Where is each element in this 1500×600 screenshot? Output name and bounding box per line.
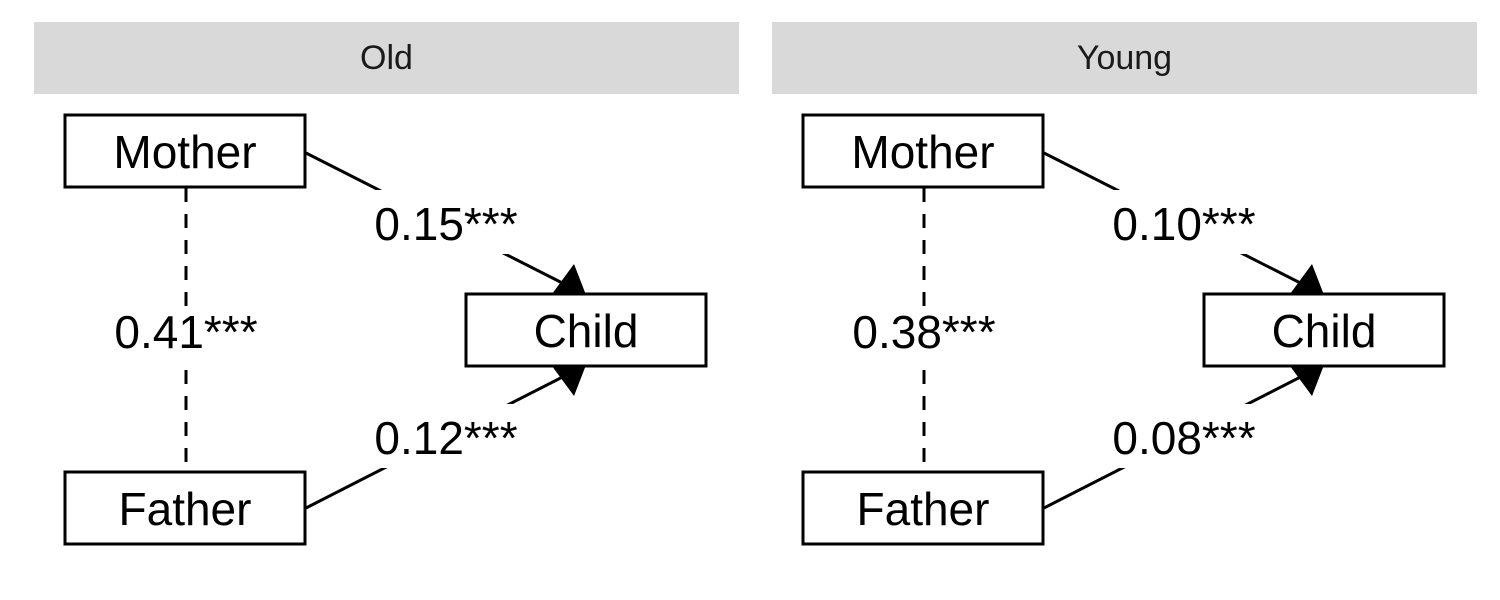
path-diagram-young: 0.38*** 0.10*** 0.08*** Mother Father Ch… <box>801 113 1446 546</box>
node-label-father: Father <box>119 483 252 535</box>
edge-label-father-child: 0.08*** <box>1112 412 1255 464</box>
node-child: Child <box>1202 292 1446 368</box>
arrowhead-father-child <box>1290 365 1324 396</box>
path-diagram-old: 0.41*** 0.15*** 0.12*** Mother Father Ch… <box>63 113 708 546</box>
facet-strip-label: Young <box>772 22 1477 94</box>
node-label-father: Father <box>857 483 990 535</box>
edge-label-bg <box>1107 190 1267 254</box>
edge-label-mother-father: 0.38*** <box>852 306 995 358</box>
facet-panel-old: Old 0.41*** 0.15*** 0.12*** Mother Fathe… <box>34 0 739 600</box>
node-label-child: Child <box>534 305 639 357</box>
node-child: Child <box>464 292 708 368</box>
edge-label-bg <box>369 190 529 254</box>
edge-label-bg <box>104 306 274 360</box>
arrowhead-mother-child <box>552 264 586 295</box>
edge-label-mother-child: 0.15*** <box>374 198 517 250</box>
facet-panel-young: Young 0.38*** 0.10*** 0.08*** Mother Fat… <box>772 0 1477 600</box>
node-father: Father <box>63 470 307 546</box>
edge-label-mother-child: 0.10*** <box>1112 198 1255 250</box>
node-mother: Mother <box>801 113 1045 189</box>
node-label-mother: Mother <box>851 126 994 178</box>
arrowhead-mother-child <box>1290 264 1324 295</box>
node-label-mother: Mother <box>113 126 256 178</box>
edge-label-bg <box>369 404 529 468</box>
edge-label-bg <box>842 306 1012 360</box>
edge-label-mother-father: 0.41*** <box>114 306 257 358</box>
node-father: Father <box>801 470 1045 546</box>
edge-label-father-child: 0.12*** <box>374 412 517 464</box>
node-mother: Mother <box>63 113 307 189</box>
edge-label-bg <box>1107 404 1267 468</box>
arrowhead-father-child <box>552 365 586 396</box>
node-label-child: Child <box>1272 305 1377 357</box>
facet-strip-label: Old <box>34 22 739 94</box>
